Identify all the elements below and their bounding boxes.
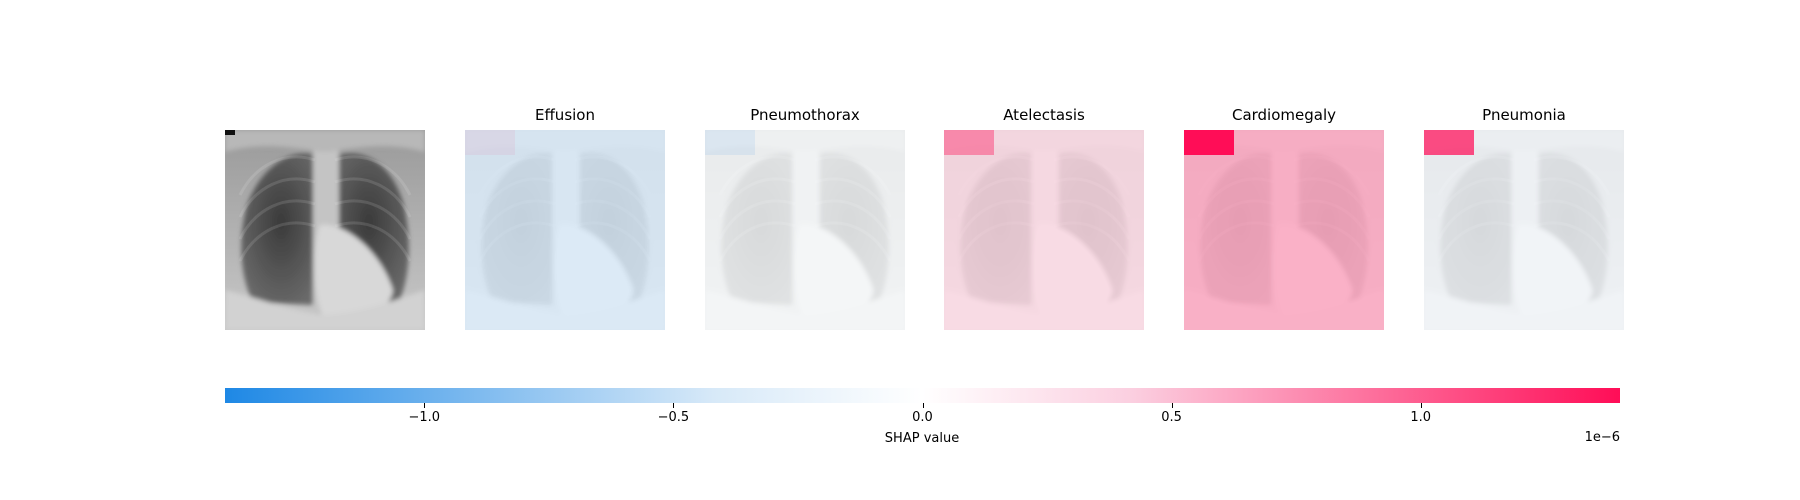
shap-overlay-effusion (465, 130, 665, 330)
colorbar-tick-mark (673, 403, 675, 408)
shap-panel-atelectasis (944, 130, 1144, 330)
shap-panel-effusion (465, 130, 665, 330)
colorbar-exponent: 1e−6 (1584, 430, 1620, 445)
panel-title-pneumothorax: Pneumothorax (750, 106, 860, 124)
colorbar-tick-label: 1.0 (1410, 410, 1432, 425)
colorbar-tick-label: −1.0 (408, 410, 441, 425)
colorbar-tick-mark (1171, 403, 1173, 408)
colorbar (225, 388, 1620, 403)
shap-patch-pneumonia (1424, 130, 1474, 155)
colorbar-tick-mark (1420, 403, 1422, 408)
shap-patch-pneumothorax (705, 130, 755, 155)
shap-patch-atelectasis (944, 130, 994, 155)
shap-overlay-atelectasis (944, 130, 1144, 330)
panel-title-cardiomegaly: Cardiomegaly (1231, 106, 1337, 124)
shap-panel-pneumothorax (705, 130, 905, 330)
shap-patch-cardiomegaly (1184, 130, 1234, 155)
colorbar-tick-mark (922, 403, 924, 408)
colorbar-tick-label: 0.5 (1161, 410, 1182, 425)
colorbar-tick-mark (424, 403, 426, 408)
colorbar-tick-label: 0.0 (912, 410, 933, 425)
colorbar-title: SHAP value (884, 431, 960, 446)
shap-overlay-cardiomegaly (1184, 130, 1384, 330)
shap-panel-pneumonia (1424, 130, 1624, 330)
shap-patch-effusion (465, 130, 515, 155)
colorbar-tick-label: −0.5 (657, 410, 690, 425)
input-xray-image (225, 130, 425, 330)
shap-overlay-pneumothorax (705, 130, 905, 330)
panel-title-atelectasis: Atelectasis (1003, 106, 1085, 124)
panel-title-effusion: Effusion (535, 106, 595, 124)
shap-overlay-pneumonia (1424, 130, 1624, 330)
panel-title-pneumonia: Pneumonia (1482, 106, 1566, 124)
shap-panel-cardiomegaly (1184, 130, 1384, 330)
